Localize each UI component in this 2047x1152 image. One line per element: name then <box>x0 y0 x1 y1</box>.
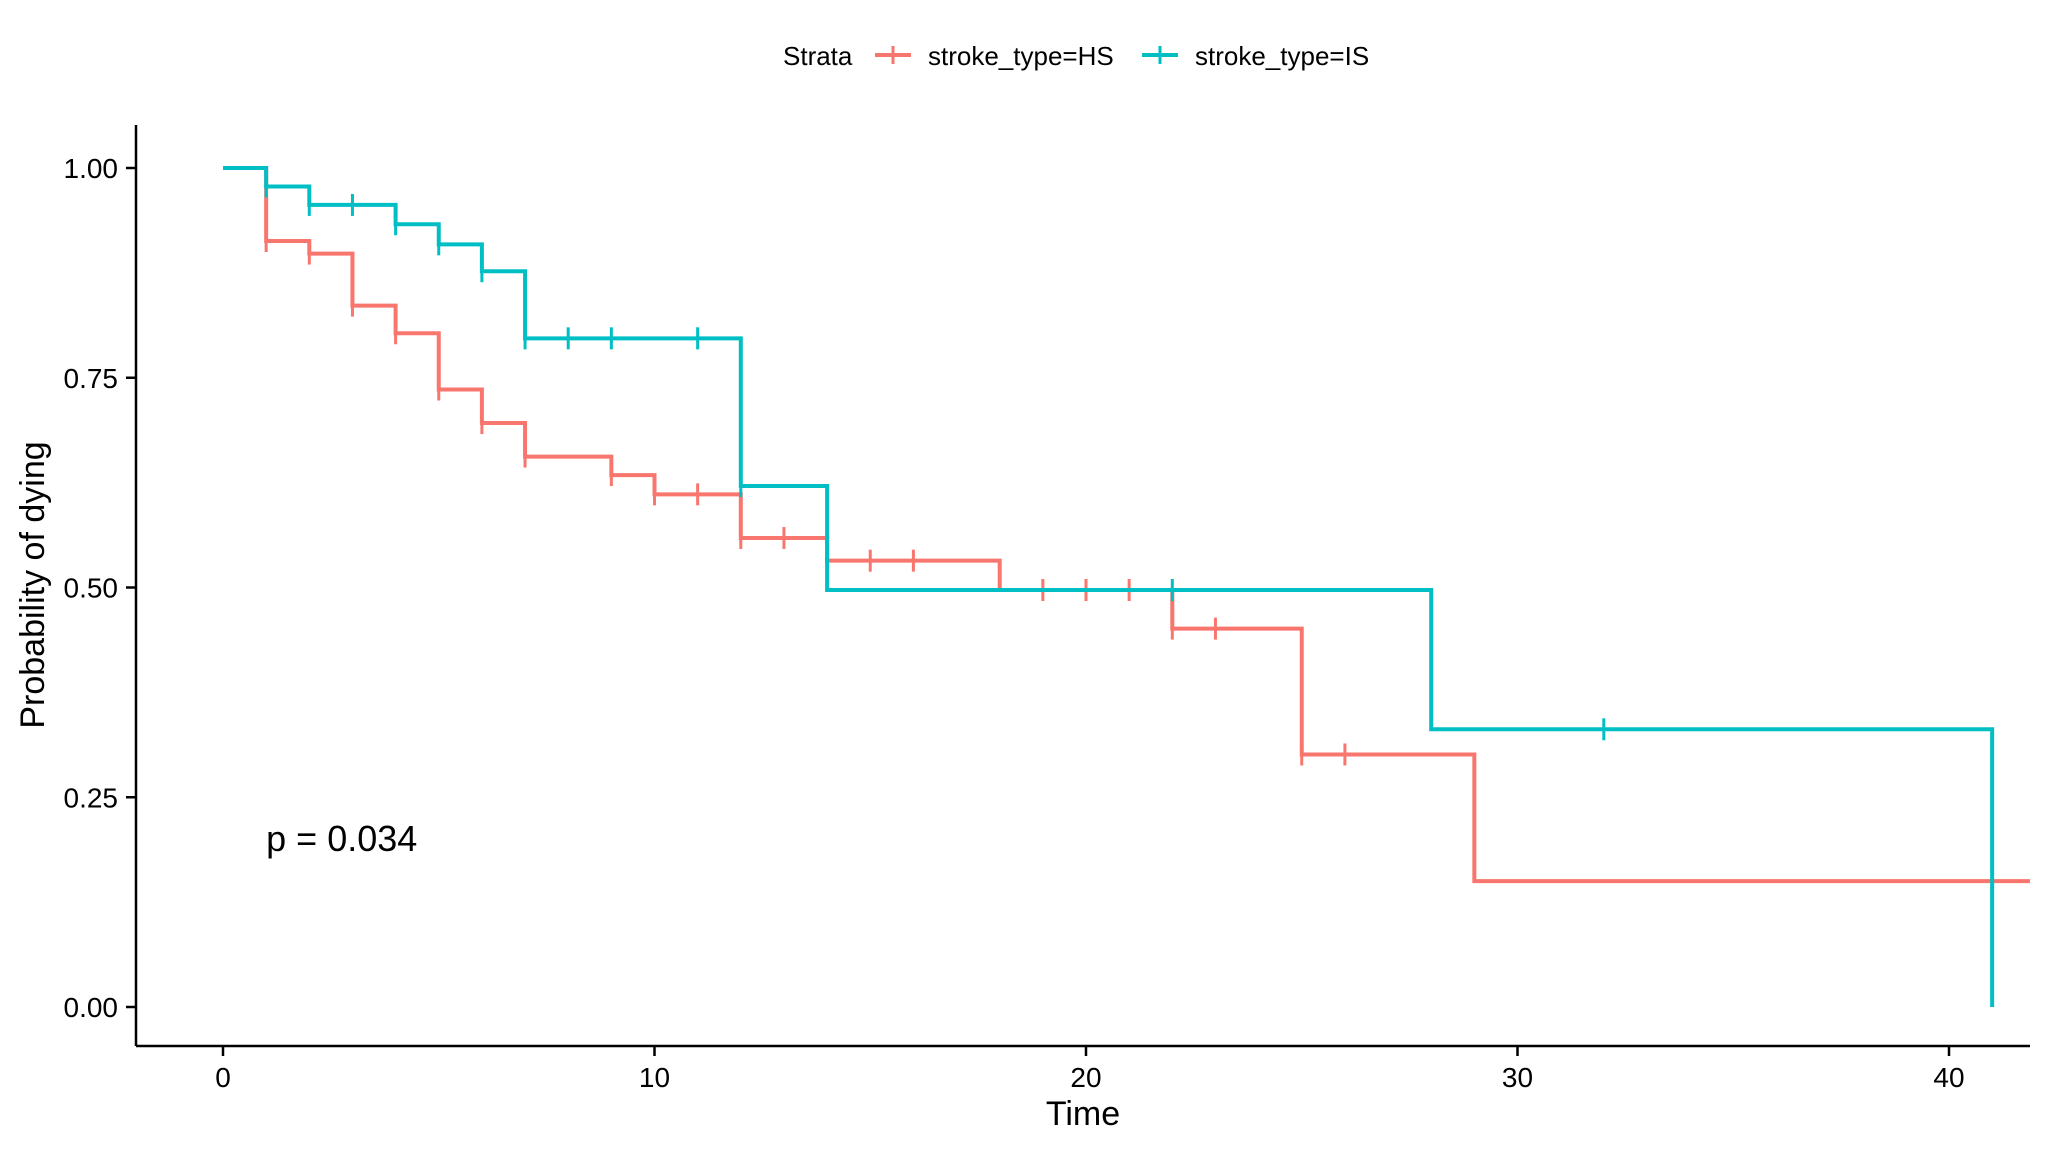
x-ticks: 0 10 20 30 40 <box>215 1046 1965 1093</box>
x-tick-label: 30 <box>1502 1062 1533 1093</box>
series-line-hs <box>223 166 2030 884</box>
legend-entry-is: stroke_type=IS <box>1195 41 1369 71</box>
x-tick-label: 0 <box>215 1062 231 1093</box>
legend: Strata stroke_type=HS stroke_type=IS <box>783 41 1369 71</box>
y-tick-label: 0.50 <box>64 573 119 604</box>
legend-entry-hs: stroke_type=HS <box>928 41 1114 71</box>
x-tick-label: 10 <box>639 1062 670 1093</box>
y-ticks: 0.00 0.25 0.50 0.75 1.00 <box>64 153 136 1023</box>
p-value-annotation: p = 0.034 <box>266 818 417 859</box>
x-tick-label: 20 <box>1070 1062 1101 1093</box>
y-tick-label: 0.75 <box>64 363 119 394</box>
x-tick-label: 40 <box>1933 1062 1964 1093</box>
series-layer <box>223 166 2030 1007</box>
y-axis-title: Probability of dying <box>14 441 52 728</box>
y-tick-label: 0.00 <box>64 992 119 1023</box>
y-tick-label: 1.00 <box>64 153 119 184</box>
legend-title: Strata <box>783 41 853 71</box>
y-tick-label: 0.25 <box>64 782 119 813</box>
x-axis-title: Time <box>1046 1095 1120 1133</box>
